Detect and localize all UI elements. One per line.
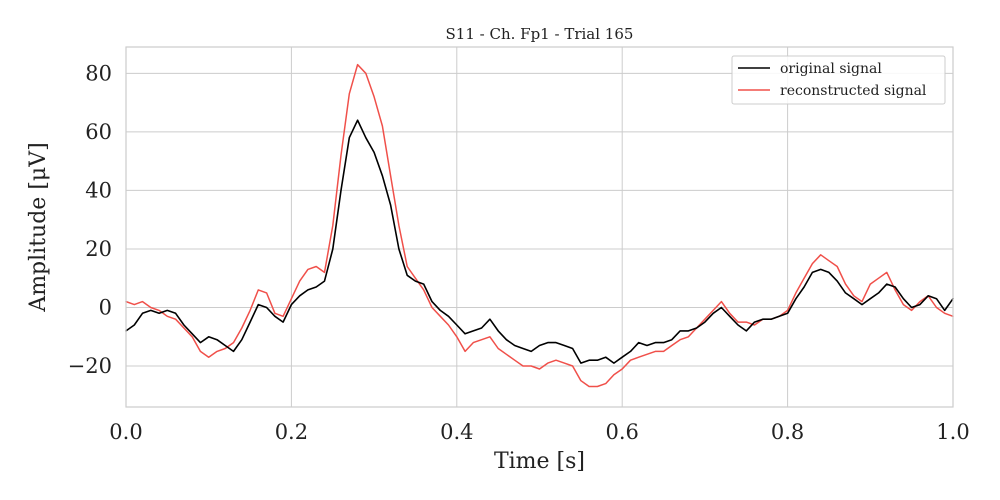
x-tick-label: 1.0 xyxy=(936,420,969,444)
axis-ticks: 0.0 0.2 0.4 0.6 0.8 1.0 −20 0 20 40 60 80 xyxy=(68,61,970,444)
x-tick-label: 0.6 xyxy=(605,420,638,444)
x-tick-label: 0.2 xyxy=(275,420,308,444)
legend: original signal reconstructed signal xyxy=(731,55,946,105)
y-tick-label: 40 xyxy=(85,178,112,202)
x-tick-label: 0.8 xyxy=(771,420,804,444)
y-axis-label: Amplitude [μV] xyxy=(26,142,51,312)
x-tick-label: 0.0 xyxy=(109,420,142,444)
y-tick-label: 20 xyxy=(85,237,112,261)
legend-label-original-signal: original signal xyxy=(780,61,882,77)
x-tick-label: 0.4 xyxy=(440,420,473,444)
legend-label-reconstructed-signal: reconstructed signal xyxy=(780,83,927,99)
y-tick-label: 80 xyxy=(85,61,112,85)
reconstructed-signal-line xyxy=(125,63,954,388)
series-layer xyxy=(125,63,954,388)
y-tick-label: −20 xyxy=(68,354,112,378)
y-tick-label: 60 xyxy=(85,120,112,144)
original-signal-line xyxy=(125,119,954,364)
y-tick-label: 0 xyxy=(99,295,112,319)
legend-box xyxy=(731,55,946,105)
plot-frame xyxy=(125,46,954,408)
chart-title: S11 - Ch. Fp1 - Trial 165 xyxy=(446,25,634,43)
x-axis-label: Time [s] xyxy=(494,449,585,474)
